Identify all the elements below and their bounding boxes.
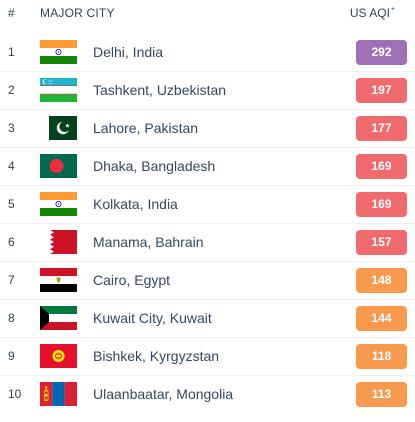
city-row[interactable]: 8 Kuwait City, Kuwait 144: [0, 300, 415, 338]
city-row[interactable]: 7 Cairo, Egypt 148: [0, 262, 415, 300]
city-name-link[interactable]: Manama, Bahrain: [93, 234, 204, 250]
rank-number: 8: [8, 311, 15, 325]
city-name-link[interactable]: Cairo, Egypt: [93, 272, 171, 288]
aqi-badge: 177: [356, 116, 407, 141]
kuwait-flag-icon: [40, 306, 77, 330]
aqi-badge: 148: [356, 268, 407, 293]
table-header: # MAJOR CITY US AQI+: [0, 0, 415, 30]
pakistan-flag-icon: [40, 116, 77, 140]
india-flag-icon: [40, 192, 77, 216]
aqi-badge: 118: [356, 344, 407, 369]
city-row[interactable]: 9 Bishkek, Kyrgyzstan 118: [0, 338, 415, 376]
aqi-column-header[interactable]: US AQI+: [350, 6, 395, 20]
aqi-badge: 113: [356, 382, 407, 407]
rank-number: 9: [8, 349, 15, 363]
bangladesh-flag-icon: [40, 154, 77, 178]
city-column-header: MAJOR CITY: [40, 6, 115, 20]
aqi-badge: 169: [356, 154, 407, 179]
bahrain-flag-icon: [40, 230, 77, 254]
rank-number: 6: [8, 235, 15, 249]
aqi-badge: 144: [356, 306, 407, 331]
mongolia-flag-icon: [40, 382, 77, 406]
aqi-badge: 169: [356, 192, 407, 217]
aqi-badge: 157: [356, 230, 407, 255]
aqi-badge: 292: [356, 40, 407, 65]
rank-number: 3: [8, 121, 15, 135]
city-row[interactable]: 3 Lahore, Pakistan 177: [0, 110, 415, 148]
city-row[interactable]: 5 Kolkata, India 169: [0, 186, 415, 224]
rank-number: 2: [8, 83, 15, 97]
city-ranking-list: 1 Delhi, India 292 2 Tashkent, Uzbekistan 197…: [0, 34, 415, 414]
aqi-header-label: US AQI: [349, 6, 390, 20]
rank-number: 1: [8, 45, 15, 59]
india-flag-icon: [40, 40, 77, 64]
rank-number: 7: [8, 273, 15, 287]
city-row[interactable]: 10 Ulaanbaatar, Mongolia 113: [0, 376, 415, 414]
city-row[interactable]: 6 Manama, Bahrain 157: [0, 224, 415, 262]
city-name-link[interactable]: Bishkek, Kyrgyzstan: [93, 348, 220, 364]
city-name-link[interactable]: Tashkent, Uzbekistan: [93, 82, 227, 98]
city-row[interactable]: 1 Delhi, India 292: [0, 34, 415, 72]
city-row[interactable]: 2 Tashkent, Uzbekistan 197: [0, 72, 415, 110]
city-name-link[interactable]: Delhi, India: [93, 44, 164, 60]
rank-number: 4: [8, 159, 15, 173]
city-row[interactable]: 4 Dhaka, Bangladesh 169: [0, 148, 415, 186]
aqi-header-superscript: +: [390, 6, 395, 13]
uzbekistan-flag-icon: [40, 78, 77, 102]
city-name-link[interactable]: Dhaka, Bangladesh: [93, 158, 216, 174]
city-name-link[interactable]: Ulaanbaatar, Mongolia: [93, 386, 234, 402]
kyrgyzstan-flag-icon: [40, 344, 77, 368]
rank-column-header: #: [8, 6, 15, 20]
city-name-link[interactable]: Kolkata, India: [93, 196, 178, 212]
rank-number: 5: [8, 197, 15, 211]
aqi-badge: 197: [356, 78, 407, 103]
city-name-link[interactable]: Lahore, Pakistan: [93, 120, 199, 136]
egypt-flag-icon: [40, 268, 77, 292]
rank-number: 10: [8, 387, 22, 401]
city-name-link[interactable]: Kuwait City, Kuwait: [93, 310, 212, 326]
